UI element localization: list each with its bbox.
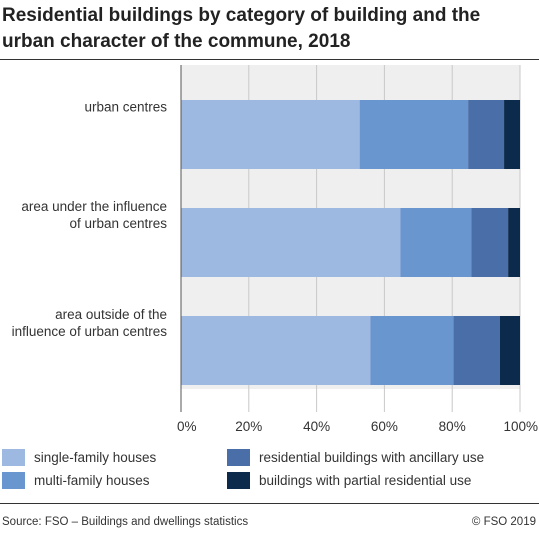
legend-item-ancillary-use: residential buildings with ancillary use [227, 448, 484, 466]
legend-label-partial-residential: buildings with partial residential use [259, 472, 472, 488]
bar-area-outside-of-the-influence-of-urban-centres-single-family-houses [181, 316, 371, 385]
legend-swatch-single-family [2, 448, 25, 466]
legend-item-single-family: single-family houses [2, 448, 156, 466]
legend-label-multi-family: multi-family houses [34, 472, 150, 488]
x-tick-label-3: 60% [371, 419, 398, 434]
bar-area-outside-of-the-influence-of-urban-centres-residential-buildings-with-ancillary-use [453, 316, 500, 385]
category-label-3-line-1: area outside of the [55, 307, 167, 322]
category-label-1-line-1: urban centres [84, 100, 167, 115]
footer-rule [0, 503, 539, 504]
legend-label-single-family: single-family houses [34, 449, 157, 465]
category-label-2-line-2: of urban centres [69, 216, 167, 231]
source-note: Source: FSO – Buildings and dwellings st… [2, 516, 249, 528]
legend-label-ancillary-use: residential buildings with ancillary use [259, 449, 485, 465]
bar-area-under-the-influence-of-urban-centres-buildings-with-partial-residential-use [508, 208, 520, 277]
x-tick-label-2: 40% [303, 419, 330, 434]
chart-title: Residential buildings by category of bui… [2, 5, 481, 52]
legend-swatch-ancillary-use [227, 448, 250, 466]
bar-area-under-the-influence-of-urban-centres-residential-buildings-with-ancillary-use [471, 208, 509, 277]
bar-area-under-the-influence-of-urban-centres-single-family-houses [181, 208, 401, 277]
bar-urban-centres-residential-buildings-with-ancillary-use [468, 100, 505, 169]
legend-swatch-multi-family [2, 471, 25, 489]
x-tick-label-0: 0% [177, 419, 197, 434]
bar-urban-centres-single-family-houses [181, 100, 360, 169]
bar-urban-centres-buildings-with-partial-residential-use [504, 100, 520, 169]
legend-item-partial-residential: buildings with partial residential use [227, 471, 471, 489]
legend-swatch-partial-residential [227, 471, 250, 489]
title-rule [0, 59, 539, 60]
x-tick-label-5: 100% [503, 419, 538, 434]
legend-item-multi-family: multi-family houses [2, 471, 150, 489]
category-label-3-line-2: influence of urban centres [12, 324, 168, 339]
bar-urban-centres-multi-family-houses [359, 100, 469, 169]
bar-area-outside-of-the-influence-of-urban-centres-buildings-with-partial-residential-use [499, 316, 520, 385]
x-tick-label-4: 80% [439, 419, 466, 434]
bar-area-under-the-influence-of-urban-centres-multi-family-houses [400, 208, 472, 277]
copyright-note: © FSO 2019 [471, 516, 536, 528]
x-tick-label-1: 20% [235, 419, 262, 434]
category-label-2-line-1: area under the influence [21, 199, 167, 214]
bar-area-outside-of-the-influence-of-urban-centres-multi-family-houses [370, 316, 454, 385]
stacked-bar-chart: urban centres area under the influence of … [12, 65, 538, 434]
